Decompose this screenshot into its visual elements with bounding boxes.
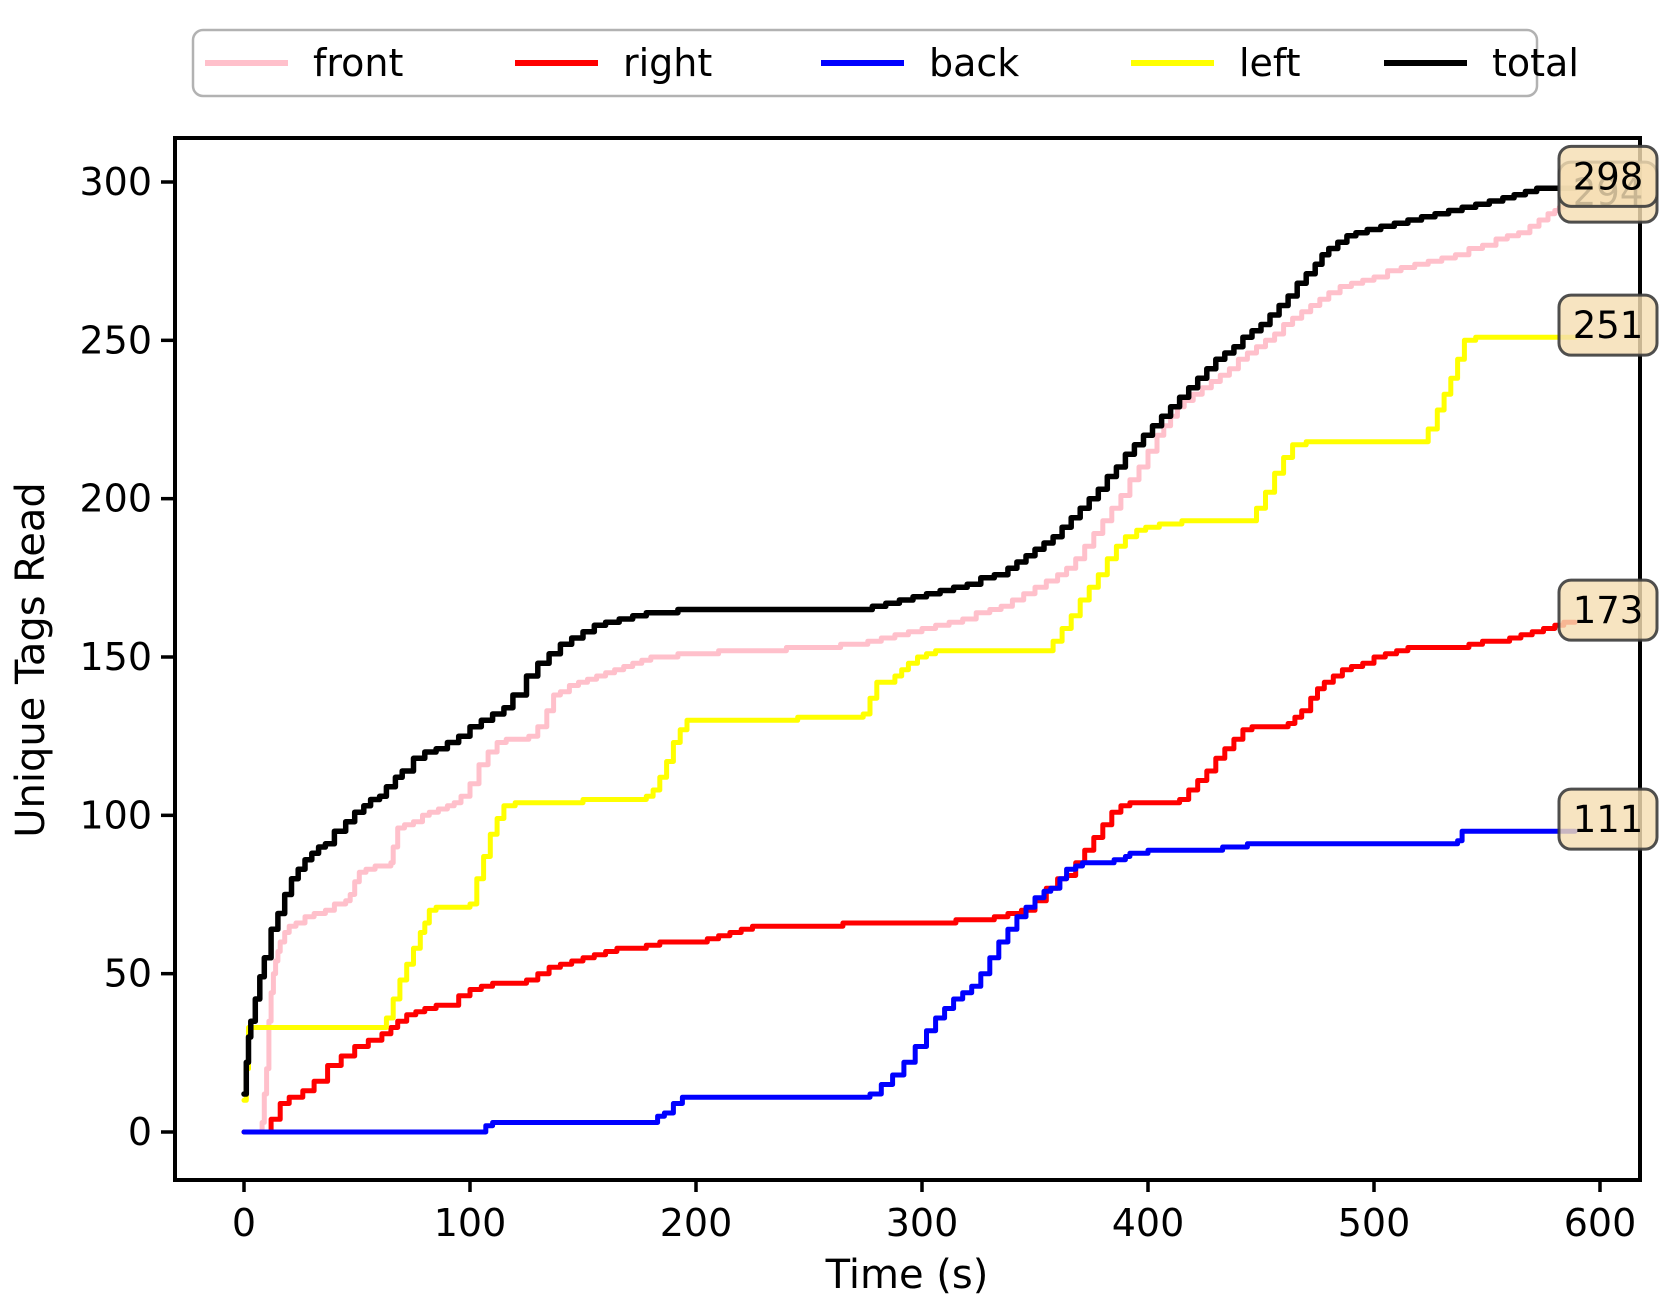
x-tick-label: 300: [886, 1201, 959, 1245]
series-line-back: [241, 828, 1578, 1135]
end-label-box: [1557, 787, 1659, 851]
legend: front right back left total: [191, 28, 1579, 98]
end-label-box: [1557, 578, 1659, 642]
end-label-box: [1557, 293, 1659, 357]
series-end-labels: 294173111251298: [1557, 144, 1659, 851]
end-label-value: 173: [1573, 589, 1644, 632]
x-tick-label: 100: [434, 1201, 507, 1245]
axis-ticks: 0 100 200 300 400 500 600 0 50 100 150 200 250 300: [79, 160, 1636, 1245]
legend-item-front: front: [205, 41, 403, 85]
legend-item-total: total: [1384, 41, 1579, 85]
legend-label: right: [623, 41, 712, 85]
series-line-front: [241, 201, 1578, 1135]
y-axis-label: Unique Tags Read: [8, 482, 54, 838]
series-line-total: [241, 185, 1578, 1097]
x-tick-label: 400: [1112, 1201, 1185, 1245]
legend-item-back: back: [821, 41, 1019, 85]
end-label-value: 298: [1573, 155, 1644, 198]
end-label-value: 251: [1573, 304, 1644, 347]
legend-label: left: [1239, 41, 1301, 85]
legend-label: front: [313, 41, 403, 85]
plot-border: [173, 136, 1642, 1182]
y-tick-label: 250: [79, 318, 152, 362]
x-tick-label: 500: [1338, 1201, 1411, 1245]
x-tick-label: 0: [232, 1201, 256, 1245]
series-lines: [241, 185, 1578, 1135]
end-label-box: [1557, 144, 1659, 208]
x-axis-label: Time (s): [825, 1252, 989, 1298]
x-tick-label: 200: [660, 1201, 733, 1245]
legend-label: total: [1492, 41, 1579, 85]
series-line-right: [241, 619, 1578, 1135]
x-tick-label: 600: [1564, 1201, 1637, 1245]
end-label-value: 111: [1573, 798, 1644, 841]
legend-label: back: [929, 41, 1019, 85]
legend-item-right: right: [515, 41, 712, 85]
legend-item-left: left: [1131, 41, 1301, 85]
y-tick-label: 0: [128, 1110, 152, 1154]
end-label-right: 173: [1557, 578, 1659, 642]
y-tick-label: 150: [79, 635, 152, 679]
y-tick-label: 200: [79, 477, 152, 521]
y-tick-label: 50: [104, 952, 152, 996]
end-label-total: 298: [1557, 144, 1659, 208]
end-label-left: 251: [1557, 293, 1659, 357]
end-label-back: 111: [1557, 787, 1659, 851]
y-tick-label: 100: [79, 793, 152, 837]
y-tick-label: 300: [79, 160, 152, 204]
series-line-left: [241, 334, 1578, 1103]
